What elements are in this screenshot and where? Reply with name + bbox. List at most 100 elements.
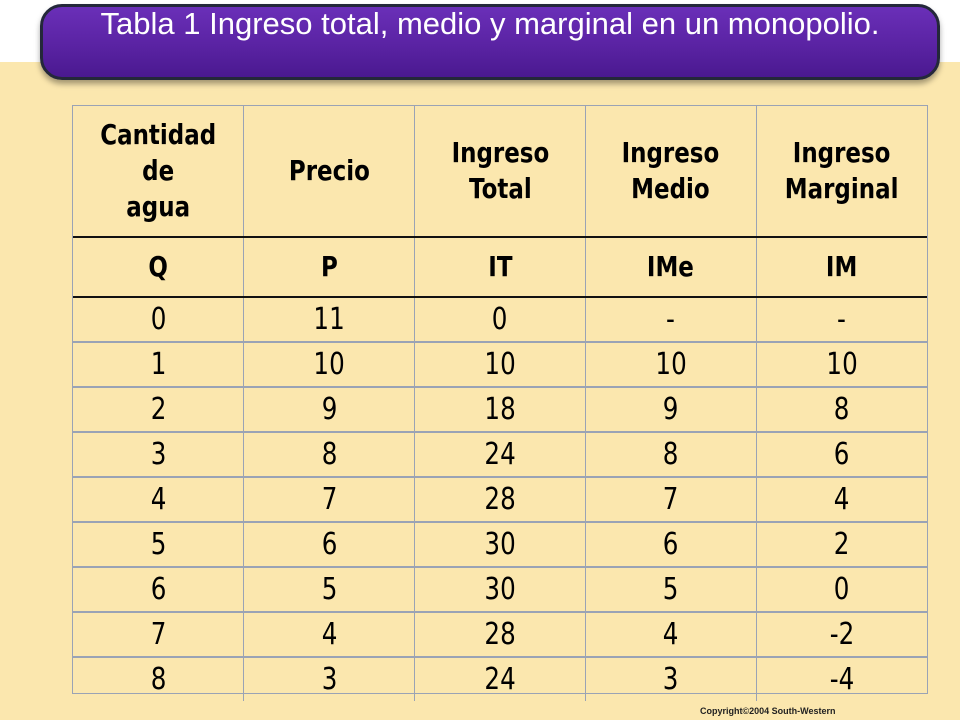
cell-value: 3 [150, 437, 166, 472]
cell-average-revenue: 6 [584, 522, 757, 568]
header-marginal-revenue-line1: Ingreso [792, 136, 891, 169]
header-total-revenue-line2: Total [468, 172, 532, 205]
cell-value: 6 [834, 437, 850, 472]
table-row: 5 6 30 6 2 [73, 522, 927, 568]
cell-total-revenue: 24 [414, 432, 586, 478]
cell-value: 8 [662, 437, 679, 472]
cell-quantity: 4 [73, 477, 244, 523]
cell-quantity: 7 [73, 612, 244, 658]
cell-value: 2 [150, 392, 166, 427]
cell-value: 5 [662, 572, 679, 607]
cell-total-revenue: 24 [414, 657, 586, 701]
cell-average-revenue: 4 [584, 612, 757, 658]
cell-price: 8 [243, 432, 415, 478]
cell-marginal-revenue: 4 [755, 477, 927, 523]
cell-value: 2 [834, 527, 850, 562]
header-average-revenue: Ingreso Medio [600, 106, 741, 238]
cell-total-revenue: 30 [414, 522, 586, 568]
cell-value: 7 [662, 482, 679, 517]
cell-price: 10 [243, 342, 415, 388]
cell-value: 9 [662, 392, 679, 427]
table-row: 7 4 28 4 -2 [73, 612, 927, 658]
cell-value: 30 [484, 527, 516, 562]
header-total-revenue: Ingreso Total [429, 106, 571, 238]
cell-value: -4 [829, 662, 855, 697]
table-row: 3 8 24 8 6 [73, 432, 927, 478]
cell-value: 18 [484, 392, 516, 427]
cell-quantity: 2 [73, 387, 244, 433]
cell-marginal-revenue: 2 [755, 522, 927, 568]
copyright-note: Copyright©2004 South-Western [700, 706, 836, 716]
cell-value: - [666, 302, 676, 337]
symbol-q: Q [88, 237, 229, 298]
cell-value: 10 [313, 347, 345, 382]
revenue-table: Cantidad de agua Precio Ingreso Total In… [73, 106, 927, 701]
cell-marginal-revenue: 6 [755, 432, 927, 478]
cell-value: 24 [484, 662, 516, 697]
cell-total-revenue: 28 [414, 612, 586, 658]
cell-value: 10 [655, 347, 687, 382]
cell-value: -2 [829, 617, 855, 652]
cell-value: 8 [321, 437, 338, 472]
cell-value: 3 [321, 662, 338, 697]
cell-value: 8 [150, 662, 166, 697]
cell-total-revenue: 10 [414, 342, 586, 388]
cell-value: 1 [150, 347, 166, 382]
cell-value: 7 [321, 482, 338, 517]
cell-quantity: 8 [73, 657, 244, 701]
table-row: 6 5 30 5 0 [73, 567, 927, 613]
title-banner [40, 4, 940, 80]
table-row: 8 3 24 3 -4 [73, 657, 927, 701]
header-average-revenue-line1: Ingreso [621, 136, 720, 169]
cell-total-revenue: 30 [414, 567, 586, 613]
cell-value: 6 [662, 527, 679, 562]
cell-value: 24 [484, 437, 516, 472]
cell-marginal-revenue: -2 [755, 612, 927, 658]
cell-value: 11 [313, 302, 345, 337]
header-quantity-line1: Cantidad de [100, 118, 217, 187]
cell-price: 3 [243, 657, 415, 701]
cell-average-revenue: 10 [584, 342, 757, 388]
cell-price: 9 [243, 387, 415, 433]
cell-value: 10 [484, 347, 516, 382]
cell-value: 5 [321, 572, 338, 607]
cell-quantity: 5 [73, 522, 244, 568]
symbol-p: P [258, 237, 400, 298]
cell-value: 7 [150, 617, 166, 652]
cell-value: 28 [484, 617, 516, 652]
cell-value: 4 [834, 482, 850, 517]
table-row: 4 7 28 7 4 [73, 477, 927, 523]
cell-value: 0 [492, 302, 508, 337]
cell-value: 5 [150, 527, 166, 562]
cell-value: 9 [321, 392, 338, 427]
header-price-line1: Precio [288, 154, 370, 187]
header-marginal-revenue-line2: Marginal [784, 172, 899, 205]
cell-marginal-revenue: -4 [755, 657, 927, 701]
header-total-revenue-line1: Ingreso [451, 136, 549, 169]
cell-marginal-revenue: 0 [755, 567, 927, 613]
cell-average-revenue: 3 [584, 657, 757, 701]
cell-quantity: 3 [73, 432, 244, 478]
cell-value: 30 [484, 572, 516, 607]
symbol-it: IT [429, 237, 571, 298]
header-row: Cantidad de agua Precio Ingreso Total In… [73, 106, 927, 238]
cell-value: 10 [826, 347, 858, 382]
cell-total-revenue: 28 [414, 477, 586, 523]
cell-value: 4 [662, 617, 679, 652]
header-quantity: Cantidad de agua [88, 106, 229, 238]
header-quantity-line2: agua [126, 190, 191, 223]
cell-value: 4 [150, 482, 166, 517]
cell-average-revenue: 9 [584, 387, 757, 433]
cell-average-revenue: 8 [584, 432, 757, 478]
table-body: 0 11 0- -1 10 10 10 10 2 9 18 9 8 3 8 24 8 6 4 7 28 7 4 5 6 30 6 2 6… [73, 297, 927, 701]
cell-value: 6 [321, 527, 338, 562]
header-average-revenue-line2: Medio [631, 172, 711, 205]
slide-title: Tabla 1 Ingreso total, medio y marginal … [100, 6, 880, 41]
cell-price: 11 [243, 297, 415, 343]
cell-price: 7 [243, 477, 415, 523]
symbol-ime: IMe [600, 237, 741, 298]
header-marginal-revenue: Ingreso Marginal [771, 106, 912, 238]
cell-quantity: 0 [73, 297, 244, 343]
cell-quantity: 1 [73, 342, 244, 388]
cell-value: 28 [484, 482, 516, 517]
